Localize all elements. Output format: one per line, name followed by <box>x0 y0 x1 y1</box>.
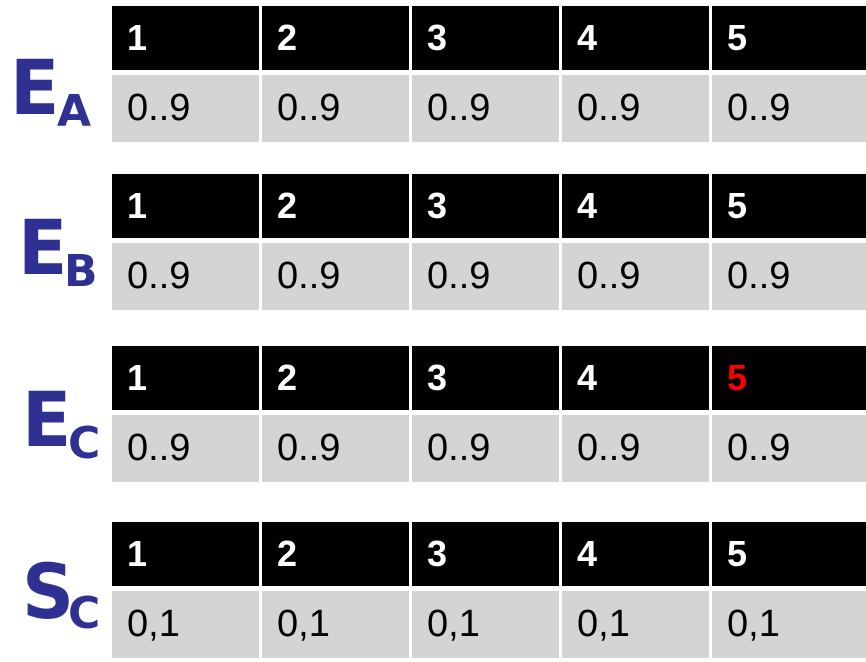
label-subscript: C <box>68 588 101 639</box>
header-cell-2: 2 <box>262 174 409 238</box>
header-cell-1: 1 <box>112 522 259 586</box>
label-subscript: C <box>68 418 101 469</box>
value-cell-2: 0,1 <box>262 591 409 658</box>
value-cell-2: 0..9 <box>262 415 409 482</box>
label-main: E <box>18 203 68 292</box>
label-subscript: A <box>57 86 92 137</box>
value-row: 0,1 0,1 0,1 0,1 0,1 <box>112 591 866 658</box>
block-eb: E B 1 2 3 4 5 0..9 0..9 0..9 0..9 0..9 <box>0 174 866 310</box>
block-sc: S C 1 2 3 4 5 0,1 0,1 0,1 0,1 0,1 <box>0 522 866 658</box>
value-cell-3: 0..9 <box>412 75 559 142</box>
block-label: S C <box>0 522 112 658</box>
value-row: 0..9 0..9 0..9 0..9 0..9 <box>112 415 866 482</box>
block-label: E A <box>0 6 112 142</box>
value-cell-4: 0..9 <box>562 243 709 310</box>
header-row: 1 2 3 4 5 <box>112 522 866 586</box>
value-cell-3: 0,1 <box>412 591 559 658</box>
value-cell-2: 0..9 <box>262 243 409 310</box>
header-cell-4: 4 <box>562 346 709 410</box>
header-cell-4: 4 <box>562 6 709 70</box>
value-row: 0..9 0..9 0..9 0..9 0..9 <box>112 243 866 310</box>
header-cell-4: 4 <box>562 174 709 238</box>
value-cell-4: 0..9 <box>562 415 709 482</box>
value-cell-4: 0..9 <box>562 75 709 142</box>
digit-table: 1 2 3 4 5 0..9 0..9 0..9 0..9 0..9 <box>112 346 866 482</box>
label-main: S <box>22 547 75 636</box>
label-subscript: B <box>64 246 98 297</box>
header-cell-5: 5 <box>712 174 866 238</box>
header-cell-2: 2 <box>262 6 409 70</box>
header-cell-1: 1 <box>112 6 259 70</box>
header-cell-3: 3 <box>412 346 559 410</box>
value-row: 0..9 0..9 0..9 0..9 0..9 <box>112 75 866 142</box>
header-cell-3: 3 <box>412 174 559 238</box>
value-cell-3: 0..9 <box>412 415 559 482</box>
value-cell-2: 0..9 <box>262 75 409 142</box>
header-cell-1: 1 <box>112 174 259 238</box>
block-ea: E A 1 2 3 4 5 0..9 0..9 0..9 0..9 0..9 <box>0 6 866 142</box>
header-cell-4: 4 <box>562 522 709 586</box>
value-cell-1: 0..9 <box>112 415 259 482</box>
block-label: E C <box>0 346 112 482</box>
label-main: E <box>10 43 60 132</box>
digit-table: 1 2 3 4 5 0..9 0..9 0..9 0..9 0..9 <box>112 174 866 310</box>
label-main: E <box>22 375 72 464</box>
value-cell-3: 0..9 <box>412 243 559 310</box>
header-cell-2: 2 <box>262 522 409 586</box>
header-cell-5-highlighted: 5 <box>712 346 866 410</box>
block-label: E B <box>0 174 112 310</box>
value-cell-5: 0,1 <box>712 591 866 658</box>
header-row: 1 2 3 4 5 <box>112 6 866 70</box>
value-cell-5: 0..9 <box>712 75 866 142</box>
header-cell-1: 1 <box>112 346 259 410</box>
header-cell-5: 5 <box>712 6 866 70</box>
value-cell-5: 0..9 <box>712 243 866 310</box>
digit-table: 1 2 3 4 5 0..9 0..9 0..9 0..9 0..9 <box>112 6 866 142</box>
block-ec: E C 1 2 3 4 5 0..9 0..9 0..9 0..9 0..9 <box>0 346 866 482</box>
value-cell-4: 0,1 <box>562 591 709 658</box>
header-cell-5: 5 <box>712 522 866 586</box>
value-cell-1: 0..9 <box>112 75 259 142</box>
header-row: 1 2 3 4 5 <box>112 174 866 238</box>
header-row: 1 2 3 4 5 <box>112 346 866 410</box>
header-cell-3: 3 <box>412 6 559 70</box>
header-cell-2: 2 <box>262 346 409 410</box>
value-cell-5: 0..9 <box>712 415 866 482</box>
digit-table: 1 2 3 4 5 0,1 0,1 0,1 0,1 0,1 <box>112 522 866 658</box>
value-cell-1: 0..9 <box>112 243 259 310</box>
header-cell-3: 3 <box>412 522 559 586</box>
value-cell-1: 0,1 <box>112 591 259 658</box>
